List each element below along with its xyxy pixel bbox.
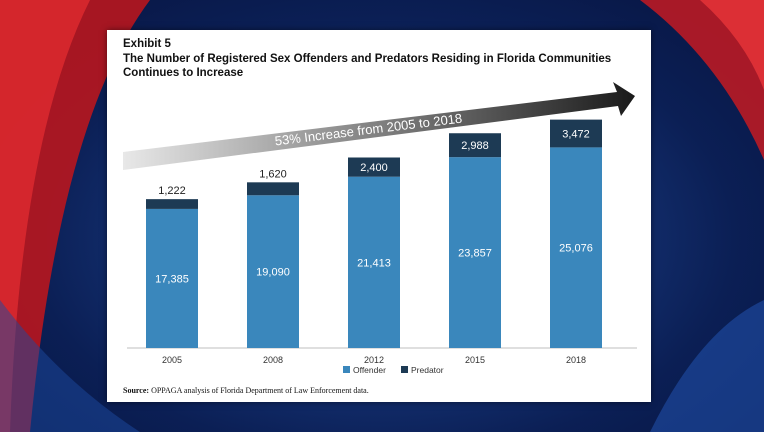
source-note: Source: OPPAGA analysis of Florida Depar…: [123, 386, 369, 395]
offender-value-label: 19,090: [256, 267, 290, 279]
offender-bar: [550, 147, 602, 348]
legend-label-offender: Offender: [353, 365, 386, 375]
x-tick-label: 2015: [465, 355, 485, 365]
chart: 53% Increase from 2005 to 2018 17,3851,2…: [123, 82, 637, 375]
legend-swatch-offender: [343, 366, 350, 373]
exhibit-card: 53% Increase from 2005 to 2018 17,385 1,2…: [107, 30, 651, 402]
predator-bar: [348, 157, 400, 177]
predator-bar: [247, 182, 299, 196]
bars-group: 17,385 1,222 2005 19,090 1,620 2008 21,413 2,40…: [146, 119, 602, 365]
x-tick-label: 2012: [364, 355, 384, 365]
legend-label-predator: Predator: [411, 365, 444, 375]
offender-value-label: 21,413: [357, 257, 391, 269]
offender-bar: [146, 208, 198, 348]
predator-bar: [146, 199, 198, 209]
offender-bar: [247, 195, 299, 348]
predator-value-label: 1,222: [158, 185, 186, 197]
offender-bar: [449, 157, 501, 348]
predator-value-label: 2,400: [360, 162, 388, 174]
legend-swatch-predator: [401, 366, 408, 373]
offender-bar: [348, 176, 400, 348]
chart-title: The Number of Registered Sex Offenders a…: [123, 53, 612, 79]
offender-value-label: 17,385: [155, 273, 189, 285]
exhibit-label: Exhibit 5: [123, 38, 171, 50]
predator-value-label: 1,620: [259, 168, 287, 180]
predator-value-label: 2,988: [461, 140, 489, 152]
offender-value-label: 23,857: [458, 248, 492, 260]
source-text: OPPAGA analysis of Florida Department of…: [151, 386, 369, 395]
x-tick-label: 2018: [566, 355, 586, 365]
x-tick-label: 2008: [263, 355, 283, 365]
x-tick-label: 2005: [162, 355, 182, 365]
increase-arrow: [123, 82, 635, 170]
predator-bar: [449, 133, 501, 158]
predator-bar: [550, 119, 602, 148]
legend: Offender Predator: [343, 365, 444, 375]
offender-value-label: 25,076: [559, 243, 593, 255]
source-label: Source:: [123, 386, 150, 395]
predator-value-label: 3,472: [562, 129, 590, 141]
